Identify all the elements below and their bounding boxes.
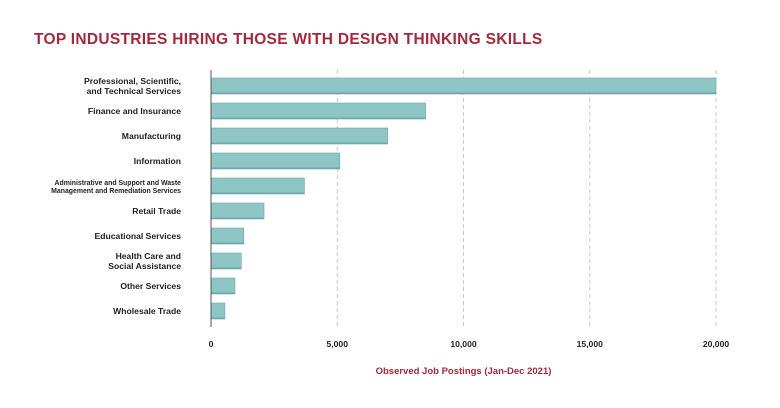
x-tick-labels: 0 5,000 10,000 15,000 20,000 — [209, 339, 730, 349]
category-label-line: Finance and Insurance — [88, 106, 181, 116]
category-label: Retail Trade — [132, 206, 181, 216]
bar — [210, 202, 265, 220]
x-tick-label: 0 — [209, 339, 214, 349]
bar — [210, 127, 389, 145]
category-label-line: Wholesale Trade — [113, 306, 181, 316]
category-label-line: Manufacturing — [122, 131, 181, 141]
category-label: Administrative and Support and Waste Mana… — [51, 180, 181, 195]
bar — [210, 277, 236, 295]
bar — [210, 152, 341, 170]
bar-shadow — [211, 192, 305, 194]
category-label-line: Professional, Scientific, — [84, 76, 181, 86]
bar — [210, 102, 426, 120]
bar-shadow — [211, 92, 716, 94]
bar-shadow — [211, 317, 225, 319]
category-label: Other Services — [120, 281, 181, 291]
category-label-line: and Technical Services — [87, 86, 182, 96]
bar-shadow — [211, 267, 242, 269]
category-label: Finance and Insurance — [88, 106, 181, 116]
category-label-line: Health Care and — [116, 251, 181, 261]
category-label-line: Educational Services — [95, 231, 182, 241]
bar — [210, 252, 242, 270]
x-axis-title: Observed Job Postings (Jan-Dec 2021) — [376, 366, 552, 377]
bar — [210, 77, 717, 95]
bar — [210, 302, 226, 320]
bar-shadow — [211, 217, 265, 219]
category-label: Manufacturing — [122, 131, 181, 141]
category-label: Educational Services — [95, 231, 182, 241]
category-label-line: Administrative and Support and Waste — [55, 180, 182, 187]
category-label: Professional, Scientific, and Technical S… — [84, 76, 181, 96]
chart-title: TOP INDUSTRIES HIRING THOSE WITH DESIGN … — [34, 31, 543, 48]
category-label-line: Information — [134, 156, 181, 166]
category-label: Information — [134, 156, 181, 166]
x-tick-label: 5,000 — [326, 339, 348, 349]
x-tick-label: 15,000 — [577, 339, 604, 349]
x-tick-label: 10,000 — [450, 339, 477, 349]
category-label: Health Care and Social Assistance — [108, 251, 181, 271]
category-label: Wholesale Trade — [113, 306, 181, 316]
bar-shadow — [211, 117, 426, 119]
bar — [210, 227, 245, 245]
x-tick-label: 20,000 — [703, 339, 730, 349]
bar-shadow — [211, 242, 244, 244]
category-label-line: Social Assistance — [108, 261, 181, 271]
bar-shadow — [211, 167, 340, 169]
category-label-line: Other Services — [120, 281, 181, 291]
bar-shadow — [211, 142, 388, 144]
bar — [210, 177, 305, 195]
category-label-line: Management and Remediation Services — [51, 188, 181, 195]
bar-shadow — [211, 292, 235, 294]
category-label-line: Retail Trade — [132, 206, 181, 216]
category-labels: Professional, Scientific, and Technical S… — [51, 76, 181, 316]
